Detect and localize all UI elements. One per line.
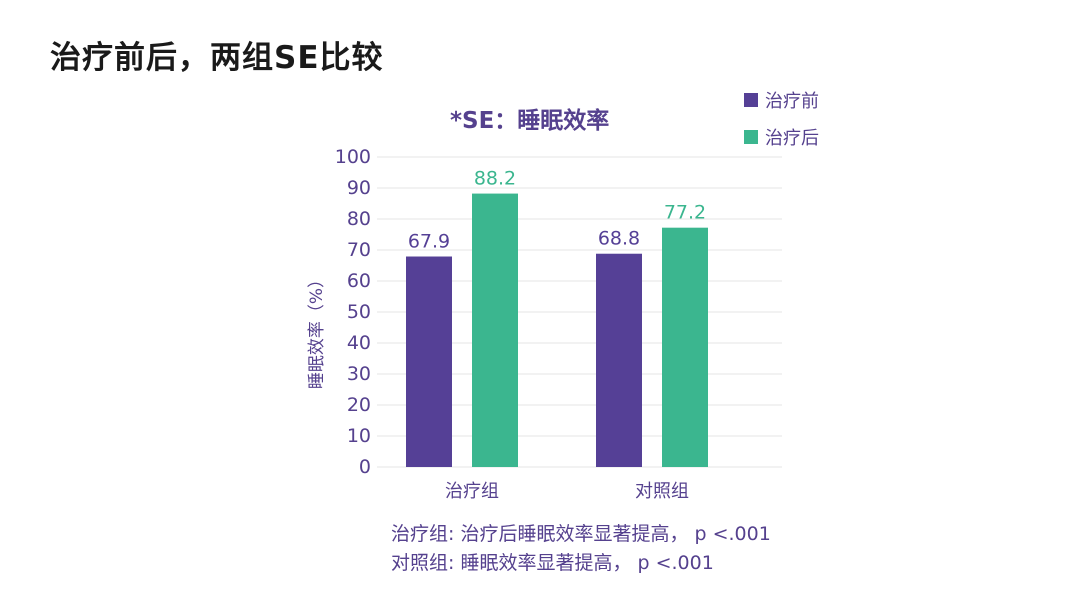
data-label: 67.9 — [408, 231, 450, 253]
legend-item-post: 治疗后 — [744, 125, 819, 149]
x-axis-ticks: 治疗组 对照组 — [445, 481, 689, 502]
legend-label-post: 治疗后 — [765, 128, 819, 149]
legend-label-pre: 治疗前 — [765, 91, 819, 112]
y-tick-label: 80 — [347, 208, 371, 230]
note-control-group: 对照组: 睡眠效率显著提高， p <.001 — [391, 552, 714, 574]
bar-pre — [596, 253, 642, 467]
slide-title: 治疗前后，两组SE比较 — [50, 40, 384, 76]
y-tick-label: 50 — [347, 301, 371, 323]
x-tick-label: 对照组 — [635, 481, 689, 502]
bar-pre — [406, 256, 452, 467]
data-labels: 67.9 68.8 88.2 77.2 — [408, 168, 706, 253]
y-tick-label: 60 — [347, 270, 371, 292]
bar-post — [472, 193, 518, 467]
y-tick-label: 0 — [359, 456, 371, 478]
chart-legend: 治疗前 治疗后 — [744, 88, 819, 162]
legend-swatch-post — [744, 130, 758, 144]
notes: 治疗组: 治疗后睡眠效率显著提高， p <.001 对照组: 睡眠效率显著提高，… — [391, 520, 771, 578]
y-axis-label: 睡眠效率（%） — [307, 271, 327, 389]
y-tick-label: 40 — [347, 332, 371, 354]
data-label: 77.2 — [664, 202, 706, 224]
y-tick-label: 70 — [347, 239, 371, 261]
y-tick-label: 100 — [335, 146, 371, 168]
chart-title: *SE：睡眠效率 — [450, 108, 610, 134]
y-tick-label: 90 — [347, 177, 371, 199]
y-axis-ticks: 0 10 20 30 40 50 60 70 80 90 100 — [335, 146, 371, 478]
y-tick-label: 30 — [347, 363, 371, 385]
bars — [406, 193, 708, 467]
legend-swatch-pre — [744, 93, 758, 107]
legend-item-pre: 治疗前 — [744, 88, 819, 112]
y-tick-label: 10 — [347, 425, 371, 447]
y-tick-label: 20 — [347, 394, 371, 416]
data-label: 88.2 — [474, 168, 516, 190]
x-tick-label: 治疗组 — [445, 481, 499, 502]
data-label: 68.8 — [598, 228, 640, 250]
bar-post — [662, 227, 708, 467]
note-treatment-group: 治疗组: 治疗后睡眠效率显著提高， p <.001 — [391, 523, 771, 545]
